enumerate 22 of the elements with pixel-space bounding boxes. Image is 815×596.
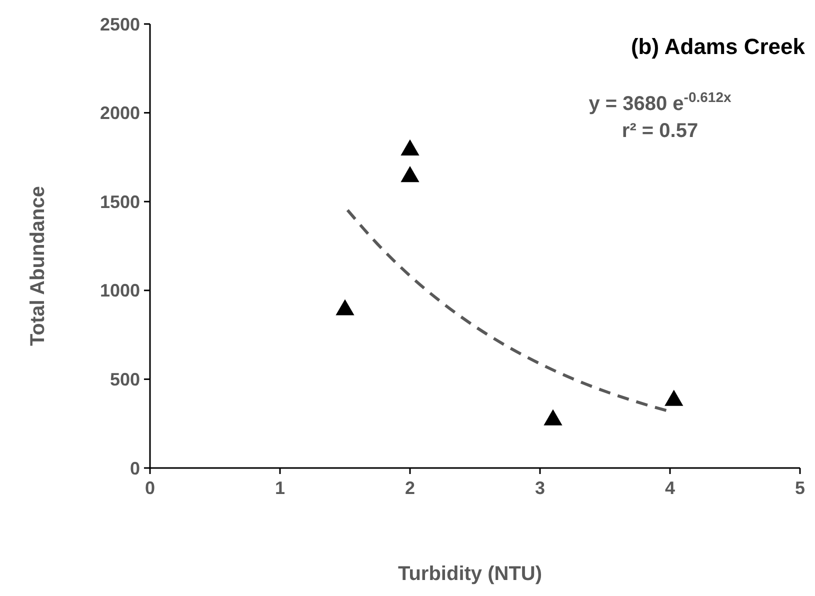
- y-axis-title: Total Abundance: [27, 186, 49, 346]
- x-tick-label: 0: [144, 478, 156, 498]
- text: (b) Adams Creek: [630, 34, 806, 59]
- x-tick-label: 4: [664, 478, 676, 498]
- point: [400, 139, 420, 156]
- y-tick-label: 1000: [100, 280, 140, 301]
- point: [664, 390, 684, 406]
- point: [336, 299, 354, 316]
- y-tick-label: 1500: [100, 192, 140, 212]
- x-axis-title: Turbidity (NTU): [398, 563, 542, 585]
- y-tick-label: 2500: [100, 14, 140, 34]
- annotation: r² = 0.57: [622, 120, 698, 142]
- y-tick-label: 0: [130, 458, 140, 478]
- y-tick-label: 500: [110, 370, 140, 390]
- point: [544, 409, 562, 426]
- x-tick-label: 1: [274, 478, 286, 498]
- annotation: y = 3680 e$^{-0.612x}$: [588, 89, 732, 115]
- y-tick-label: 2000: [100, 103, 140, 124]
- x-tick-label: 2: [404, 478, 416, 498]
- x-tick-label: 5: [794, 478, 806, 498]
- point: [400, 166, 420, 182]
- x-tick-label: 3: [534, 478, 546, 498]
